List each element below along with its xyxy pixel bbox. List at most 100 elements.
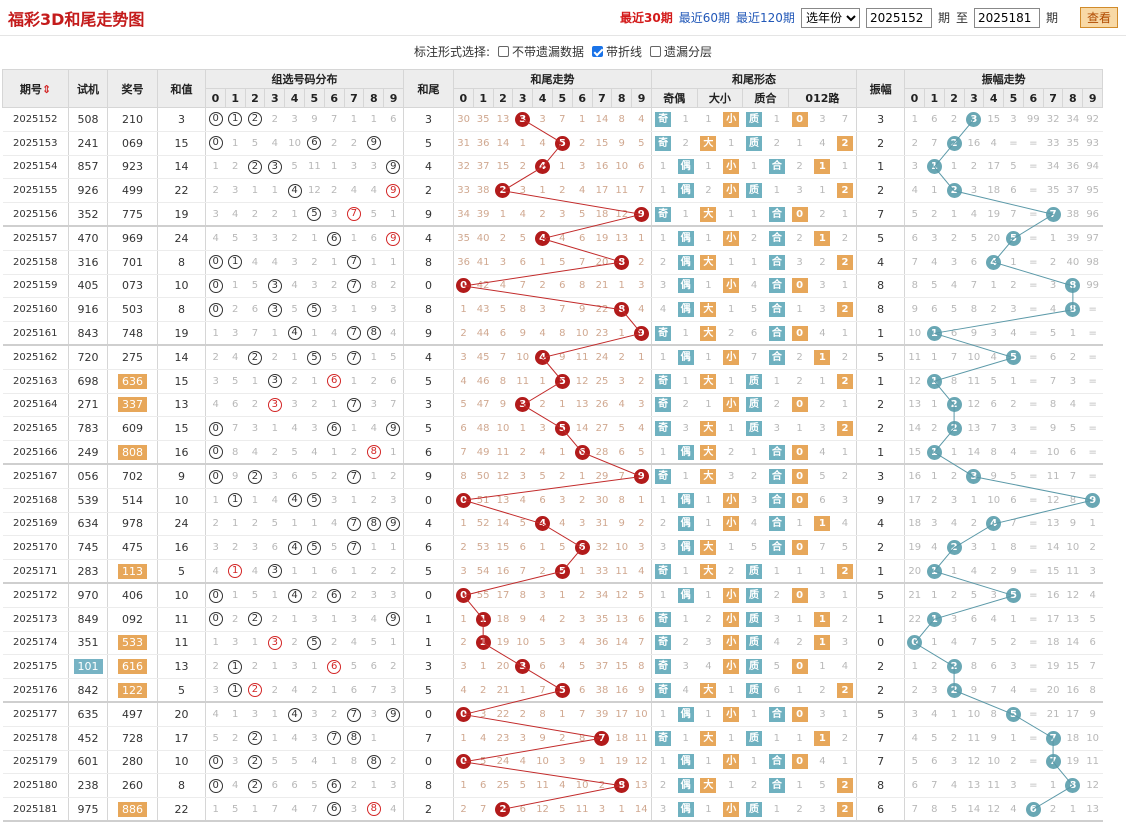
circle-mark: 7 — [346, 255, 361, 270]
shape-cell: 2 — [833, 464, 857, 489]
tail-trend-cell: 0 — [452, 750, 474, 775]
checkbox-checked-icon[interactable] — [592, 45, 604, 57]
table-row: 2025162 720 275 14 2 4 2 2 1 5 5 7 1 5 4 3 45 7 10 4 9 11 24 2 1… — [2, 345, 1103, 370]
shape-cell: 1 — [674, 464, 698, 489]
dist-cell: 1 — [304, 369, 325, 394]
swing-trend-cell: 6 — [924, 107, 945, 132]
top-bar: 福彩3D和尾走势图 最近30期 最近60期 最近120期 选年份 期 至 期 查… — [0, 0, 1126, 36]
option-line[interactable]: 带折线 — [592, 43, 642, 60]
dist-cell: 2 — [324, 464, 345, 489]
issue-header[interactable]: 期号⇕ — [2, 69, 69, 108]
dist-cell: 2 — [383, 464, 404, 489]
swing-trend-cell: 2 — [944, 393, 964, 418]
tail-trend-cell: 25 — [592, 369, 612, 394]
swing-trend-cell: = — [1023, 583, 1044, 608]
swing-trend-cell: 5 — [944, 297, 964, 323]
swing-trend-cell: 10 — [983, 750, 1004, 775]
year-select[interactable]: 选年份 — [800, 7, 860, 28]
shape-tag: 合 — [768, 231, 785, 247]
end-issue-input[interactable] — [973, 7, 1040, 28]
shape-tag: 小 — [723, 397, 740, 413]
swing-trend-cell: 5 — [924, 726, 945, 751]
swing-trend-cell: 8 — [1082, 678, 1103, 704]
swing-trend-cell: 1 — [1062, 321, 1083, 347]
shape-tag: 奇 — [655, 206, 672, 222]
dist-cell: 9 — [383, 226, 404, 251]
sum-cell: 24 — [157, 512, 206, 537]
tail-trend-cell: 1 — [452, 773, 474, 799]
tail-cell: 4 — [402, 226, 454, 251]
swing-trend-cell: = — [1003, 131, 1024, 156]
shape-tag: 偶 — [677, 778, 694, 794]
tail-trend-cell: 7 — [552, 107, 573, 132]
tail-ball: 5 — [554, 373, 570, 389]
prize-cell: 701 — [107, 250, 158, 275]
tail-trend-cell: 5 — [552, 369, 573, 394]
circle-mark: 7 — [346, 326, 361, 341]
checkbox-icon[interactable] — [498, 45, 509, 57]
shape-tag: 合 — [768, 254, 785, 270]
shape-tag: 小 — [723, 278, 740, 294]
dist-cell: 6 — [324, 416, 345, 442]
tail-trend-cell: 18 — [592, 202, 612, 228]
shape-tag: 奇 — [655, 397, 672, 413]
dist-cell: 6 — [284, 773, 305, 799]
test-cell: 238 — [68, 773, 108, 799]
prize-cell: 275 — [107, 345, 158, 370]
shape-cell: 1 — [742, 202, 766, 228]
table-row: 2025155 926 499 22 2 3 1 1 4 12 2 4 4 9 2 33 38 2 3 1 2 4 17 11… — [2, 178, 1103, 204]
tail-trend-cell: 1 — [512, 131, 533, 156]
dist-cell: 5 — [225, 226, 246, 251]
prize-cell: 069 — [107, 131, 158, 156]
swing-trend-cell: 1 — [1062, 797, 1083, 823]
tail-trend-cell: 1 — [572, 464, 593, 489]
tail-trend-cell: 4 — [552, 512, 573, 537]
swing-trend-cell: 8 — [1062, 488, 1083, 513]
circle-mark: 0 — [208, 255, 223, 270]
tail-trend-cell: 2 — [552, 464, 573, 489]
prize-cell: 702 — [107, 464, 158, 489]
tail-trend-cell: 3 — [493, 250, 513, 275]
shape-cell: 偶 — [674, 702, 698, 727]
swing-trend-cell: 20 — [983, 226, 1004, 251]
shape-tag: 偶 — [677, 254, 694, 270]
shape-cell: 1 — [833, 393, 857, 418]
qi-label-2: 期 — [1045, 11, 1058, 25]
dist-cell: 3 — [205, 202, 226, 228]
period-link-60[interactable]: 最近60期 — [678, 11, 731, 25]
period-link-30[interactable]: 最近30期 — [620, 11, 673, 25]
tail-trend-cell: 13 — [611, 607, 632, 632]
tail-trend-cell: 32 — [452, 155, 474, 180]
period-link-120[interactable]: 最近120期 — [736, 11, 795, 25]
table-row: 2025173 849 092 11 0 2 2 2 1 3 1 3 4 9 1 1 1 18 9 4 2 3 35 13 6 奇… — [2, 607, 1103, 632]
shape-cell: 2 — [650, 250, 675, 275]
swing-ball: 2 — [946, 183, 962, 199]
tail-trend-cell: 2 — [452, 631, 474, 656]
shape-tag: 质 — [746, 563, 763, 579]
option-layer[interactable]: 遗漏分层 — [650, 43, 712, 60]
shape-tag: 大 — [700, 373, 717, 389]
tail-trend-cell: 1 — [452, 512, 474, 537]
tail-trend-cell: 25 — [493, 773, 513, 799]
test-cell: 745 — [68, 535, 108, 561]
shape-tag: 偶 — [677, 159, 694, 175]
tail-trend-cell: 0 — [452, 488, 474, 513]
option-no-omission[interactable]: 不带遗漏数据 — [498, 43, 584, 60]
shape-cell: 2 — [833, 369, 857, 394]
shape-cell: 小 — [719, 631, 743, 656]
tail-trend-cell: 12 — [532, 797, 553, 823]
test-cell: 926 — [68, 178, 108, 204]
start-issue-input[interactable] — [865, 7, 932, 28]
tail-trend-cell: 2 — [631, 512, 652, 537]
tail-trend-cell: 4 — [512, 750, 533, 775]
query-button[interactable]: 查看 — [1079, 7, 1118, 28]
shape-cell: 2 — [674, 393, 698, 418]
checkbox-icon[interactable] — [650, 45, 662, 57]
swing-trend-cell: 15 — [904, 440, 925, 466]
swing-trend-cell: = — [1023, 393, 1044, 418]
shape-cell: 大 — [697, 678, 720, 704]
swing-trend-cell: = — [1023, 702, 1044, 727]
shape-tag: 合 — [768, 302, 785, 318]
sort-icon[interactable]: ⇕ — [41, 82, 52, 96]
shape-cell: 1 — [650, 155, 675, 180]
